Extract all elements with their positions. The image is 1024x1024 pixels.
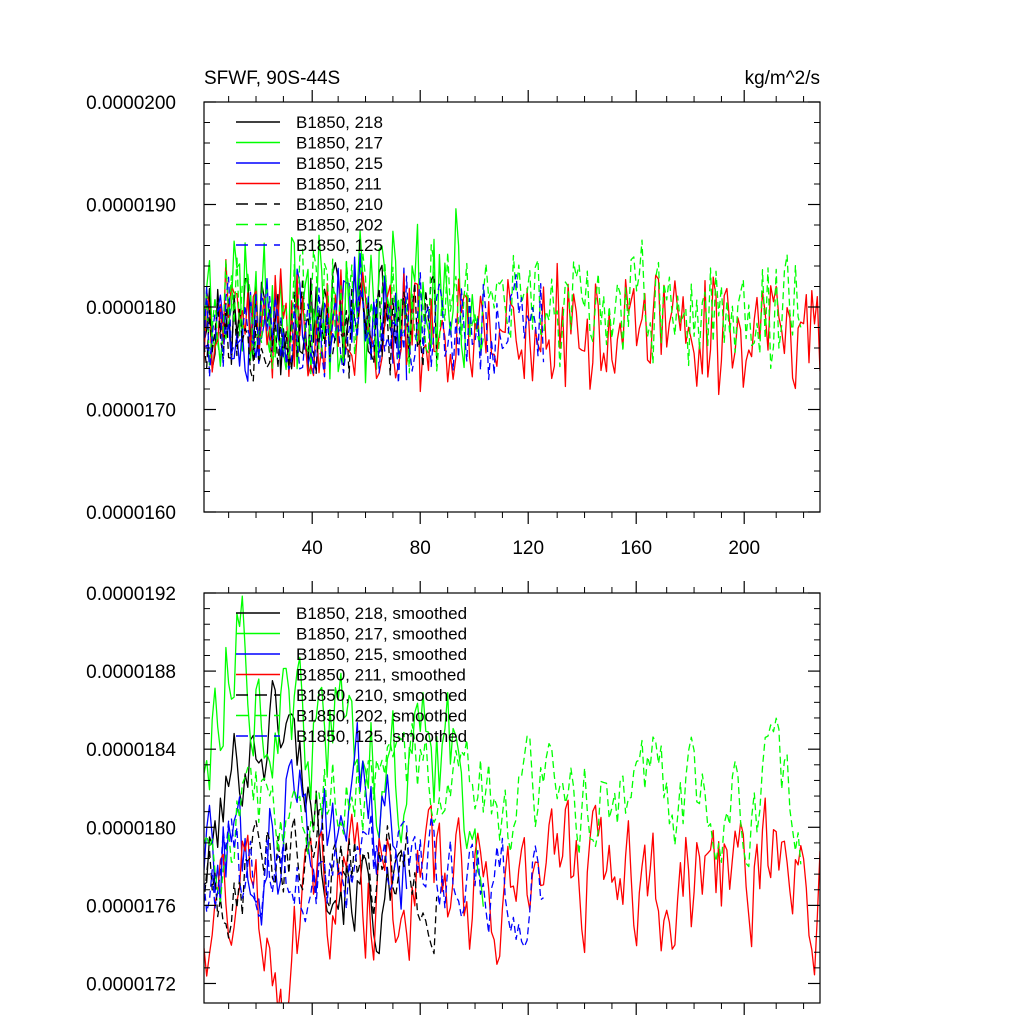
legend-label: B1850, 217, smoothed — [296, 625, 467, 644]
x-tick-label: 120 — [512, 538, 544, 559]
legend-label: B1850, 211 — [296, 175, 382, 194]
legend-label: B1850, 215, smoothed — [296, 645, 467, 664]
y-tick-label: 0.0000176 — [86, 896, 176, 917]
legend-entry: B1850, 211 — [236, 175, 382, 194]
legend-label: B1850, 125 — [296, 236, 383, 255]
legend-entry: B1850, 210, smoothed — [236, 686, 467, 705]
legend-label: B1850, 125, smoothed — [296, 727, 467, 746]
top-panel: SFWF, 90S-44S kg/m^2/s 0.0000160 0.000017… — [86, 68, 821, 559]
legend-entry: B1850, 218, smoothed — [236, 604, 467, 623]
series-line-bottom-5 — [204, 717, 802, 903]
series-line-bottom-2 — [204, 721, 408, 926]
series-line-bottom-0 — [204, 680, 402, 955]
series-line-top-4 — [204, 273, 438, 382]
x-tick-label: 80 — [410, 538, 431, 559]
legend-entry: B1850, 211, smoothed — [236, 666, 466, 685]
legend-label: B1850, 217 — [296, 134, 383, 153]
legend-label: B1850, 210, smoothed — [296, 686, 467, 705]
bottom-panel-frame — [203, 592, 821, 1004]
legend-entry: B1850, 215 — [236, 154, 383, 173]
legend-entry: B1850, 125 — [236, 236, 383, 255]
legend-entry: B1850, 202 — [236, 216, 383, 235]
legend-label: B1850, 215 — [296, 154, 383, 173]
y-tick-label: 0.0000188 — [86, 662, 176, 683]
x-tick-label: 40 — [302, 538, 323, 559]
x-tick-label: 200 — [728, 538, 760, 559]
legend-label: B1850, 218, smoothed — [296, 604, 467, 623]
legend-entry: B1850, 210 — [236, 195, 383, 214]
legend-entry: B1850, 218 — [236, 113, 383, 132]
series-line-top-5 — [204, 239, 802, 374]
top-panel-title: SFWF, 90S-44S — [204, 68, 340, 89]
y-tick-label: 0.0000192 — [86, 584, 176, 605]
legend-entry: B1850, 217, smoothed — [236, 625, 467, 644]
legend-entry: B1850, 217 — [236, 134, 383, 153]
legend-label: B1850, 210 — [296, 195, 383, 214]
y-tick-label: 0.0000200 — [86, 93, 176, 114]
legend-entry: B1850, 215, smoothed — [236, 645, 467, 664]
y-tick-label: 0.0000180 — [86, 818, 176, 839]
y-tick-label: 0.0000184 — [86, 740, 176, 761]
series-line-bottom-1 — [204, 595, 484, 907]
x-tick-label: 160 — [620, 538, 652, 559]
y-tick-label: 0.0000170 — [86, 401, 176, 422]
y-tick-label: 0.0000172 — [86, 974, 176, 995]
legend-entry: B1850, 202, smoothed — [236, 707, 467, 726]
series-line-bottom-4 — [204, 808, 438, 955]
series-line-top-6 — [204, 272, 545, 384]
y-tick-label: 0.0000160 — [86, 503, 176, 524]
legend-label: B1850, 211, smoothed — [296, 666, 466, 685]
y-tick-label: 0.0000190 — [86, 196, 176, 217]
y-tick-label: 0.0000180 — [86, 298, 176, 319]
legend-label: B1850, 218 — [296, 113, 383, 132]
series-line-top-3 — [204, 259, 820, 396]
legend-label: B1850, 202 — [296, 216, 383, 235]
legend-label: B1850, 202, smoothed — [296, 707, 467, 726]
bottom-panel: 0.0000172 0.0000176 0.0000180 0.0000184 0.00… — [86, 581, 821, 1015]
legend-entry: B1850, 125, smoothed — [236, 727, 467, 746]
series-line-bottom-6 — [204, 813, 544, 948]
top-panel-units: kg/m^2/s — [745, 68, 820, 89]
